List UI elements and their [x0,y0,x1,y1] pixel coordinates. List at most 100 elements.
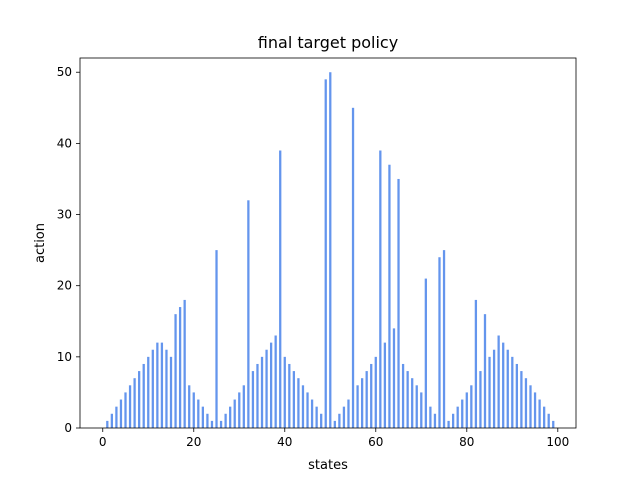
bar [310,399,314,428]
bar [465,392,468,428]
x-tick-label: 60 [368,435,383,449]
bar [229,406,232,428]
bar [552,420,555,428]
bar [401,363,405,428]
bar [442,250,446,428]
bar [147,356,150,428]
bar [165,349,168,428]
bar [188,385,191,428]
bar [543,406,546,428]
bar [206,413,209,428]
bar [411,378,414,428]
bar [351,107,355,428]
bar [524,378,528,428]
bar [301,385,305,428]
bar [133,378,136,428]
bar [374,356,377,428]
bar [424,278,427,428]
bar [247,200,250,428]
bar [347,399,350,428]
x-tick-label: 0 [99,435,107,449]
bar [433,413,437,428]
bar [192,392,195,428]
bar [338,413,341,428]
bar [288,363,291,428]
bar [461,399,464,428]
chart-title: final target policy [258,33,398,52]
bar [415,385,418,428]
bar [452,413,455,428]
bar [474,299,478,428]
x-tick-label: 80 [459,435,474,449]
y-tick-label: 10 [57,350,72,364]
bar [447,420,450,428]
bar [279,150,282,428]
bar [151,349,154,428]
y-tick-label: 50 [57,65,72,79]
bar [265,349,268,428]
bar [138,371,141,428]
bar [183,299,186,428]
y-axis-label: action [33,223,48,263]
bar [438,257,441,428]
bar [538,399,541,428]
x-tick-label: 20 [186,435,201,449]
x-tick-label: 100 [546,435,569,449]
bar [511,356,514,428]
bar [201,406,204,428]
bar [470,385,473,428]
bar [333,420,336,428]
bar [292,371,296,428]
bar [506,349,509,428]
bar [283,356,286,428]
bar [297,378,300,428]
bar [397,178,400,428]
bar [497,335,500,428]
bar [124,392,127,428]
bar [483,314,487,428]
bar-series [106,72,555,429]
bar [269,342,273,428]
bar [238,392,241,428]
bar [251,371,255,428]
bar [128,385,132,428]
bar [119,399,123,428]
bar [388,164,391,429]
bar [215,250,218,428]
bar [115,406,118,428]
bar [142,363,145,428]
bar [356,385,359,428]
bar [379,150,382,428]
bar [160,342,164,428]
bar [515,363,518,428]
y-axis-ticks: 0 10 20 30 40 50 [57,65,80,435]
y-tick-label: 40 [57,136,72,150]
bar [520,371,523,428]
bar [342,406,346,428]
bar [106,420,109,428]
y-tick-label: 0 [64,421,72,435]
plot-frame [79,57,577,429]
bar [479,371,482,428]
bar [210,420,214,428]
x-axis-ticks: 0 20 40 60 80 100 [99,428,569,449]
bar [219,420,223,428]
y-tick-label: 20 [57,279,72,293]
bar [242,385,245,428]
bar [274,335,277,428]
bar [178,307,182,428]
bar [256,363,259,428]
x-axis-label: states [308,458,348,473]
bar [360,378,364,428]
bar [392,328,396,428]
y-tick-label: 30 [57,208,72,222]
bar [502,342,505,428]
bar [233,399,236,428]
bar [169,356,173,428]
bar [224,413,227,428]
bar [456,406,459,428]
bar [370,363,373,428]
bar [533,392,537,428]
bar [174,314,177,428]
